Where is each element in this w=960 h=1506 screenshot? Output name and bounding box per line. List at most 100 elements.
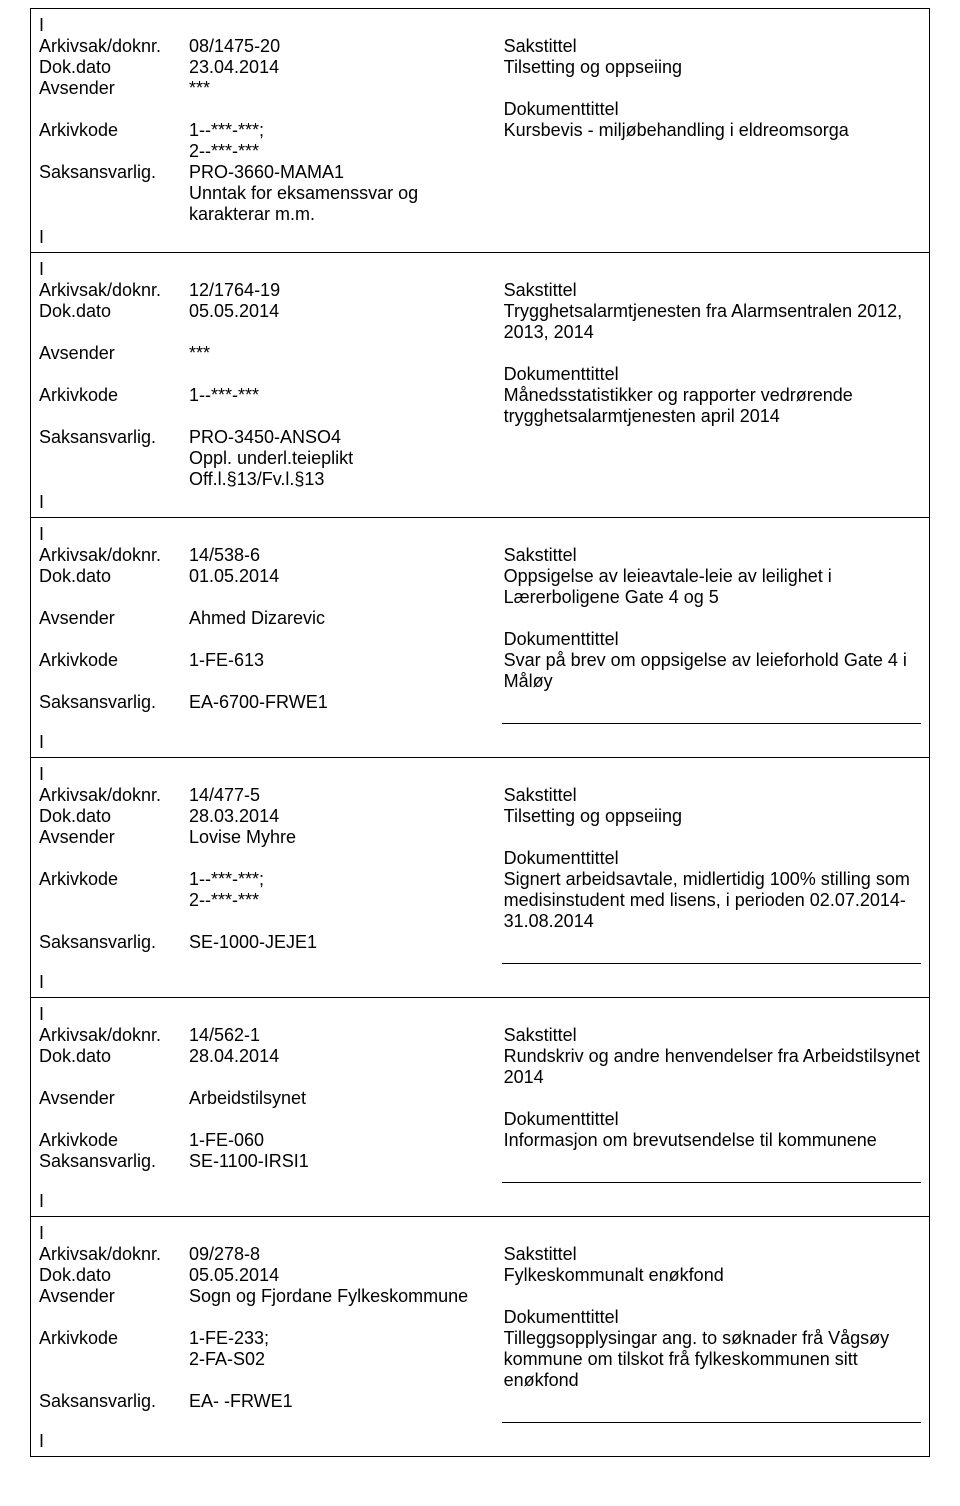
sakstittel-value: Oppsigelse av leieavtale-leie av leiligh… [498,566,921,608]
avsender-value: Ahmed Dizarevic [189,608,498,629]
arkivsak-label: Arkivsak/doknr. [39,1244,189,1265]
arkivkode-label: Arkivkode [39,120,189,162]
arkivkode-value: 1--***-***;2--***-*** [189,869,498,911]
i-label: I [39,972,189,993]
avsender-label: Avsender [39,343,189,364]
arkivsak-value: 14/538-6 [189,545,498,566]
saksansvarlig-label: Saksansvarlig. [39,1391,189,1412]
i-label: I [39,259,189,280]
avsender-value: Sogn og Fjordane Fylkeskommune [189,1286,498,1307]
arkivsak-value: 14/477-5 [189,785,498,806]
dokdato-value: 05.05.2014 [189,301,498,322]
arkivkode-value: 1-FE-613 [189,650,498,671]
dokumenttittel-value: Månedsstatistikker og rapporter vedrøren… [498,385,921,427]
dokumenttittel-label: Dokumenttittel [504,848,619,868]
arkivsak-label: Arkivsak/doknr. [39,785,189,806]
sakstittel-label: Sakstittel [504,1244,577,1264]
avsender-label: Avsender [39,608,189,629]
saksansvarlig-value: SE-1000-JEJE1 [189,932,498,953]
dokumenttittel-label: Dokumenttittel [504,364,619,384]
dokumenttittel-value: Svar på brev om oppsigelse av leieforhol… [498,650,921,692]
saksansvarlig-value: EA-6700-FRWE1 [189,692,498,713]
dokumenttittel-value: Signert arbeidsavtale, midlertidig 100% … [498,869,921,932]
arkivkode-label: Arkivkode [39,650,189,671]
arkivkode-value: 1-FE-060 [189,1130,498,1151]
separator-line [502,1182,921,1183]
dokdato-label: Dok.dato [39,301,189,322]
i-label: I [39,227,189,248]
arkivkode-value: 1--***-***;2--***-*** [189,120,498,162]
sakstittel-label: Sakstittel [504,785,577,805]
dokdato-label: Dok.dato [39,1265,189,1286]
arkivsak-value: 09/278-8 [189,1244,498,1265]
dokdato-value: 28.04.2014 [189,1046,498,1067]
i-label: I [39,1223,189,1244]
dokdato-label: Dok.dato [39,566,189,587]
arkivkode-label: Arkivkode [39,1328,189,1370]
arkivsak-label: Arkivsak/doknr. [39,36,189,57]
saksansvarlig-value: PRO-3450-ANSO4Oppl. underl.teieplikt Off… [189,427,498,490]
dokdato-value: 01.05.2014 [189,566,498,587]
saksansvarlig-value: PRO-3660-MAMA1Unntak for eksamenssvar og… [189,162,498,225]
sakstittel-value: Rundskriv og andre henvendelser fra Arbe… [498,1046,921,1088]
sakstittel-label: Sakstittel [504,1025,577,1045]
i-label: I [39,764,189,785]
dokdato-label: Dok.dato [39,1046,189,1067]
dokdato-label: Dok.dato [39,806,189,827]
saksansvarlig-label: Saksansvarlig. [39,692,189,713]
sakstittel-value: Tilsetting og oppseiing [498,57,921,78]
i-label: I [39,1004,189,1025]
arkivkode-label: Arkivkode [39,1130,189,1151]
dokdato-value: 05.05.2014 [189,1265,498,1286]
avsender-label: Avsender [39,1286,189,1307]
saksansvarlig-value: EA- -FRWE1 [189,1391,498,1412]
saksansvarlig-label: Saksansvarlig. [39,1151,189,1172]
sakstittel-value: Trygghetsalarmtjenesten fra Alarmsentral… [498,301,921,343]
dokdato-label: Dok.dato [39,57,189,78]
sakstittel-label: Sakstittel [504,545,577,565]
dokumenttittel-label: Dokumenttittel [504,99,619,119]
avsender-value: Lovise Myhre [189,827,498,848]
dokdato-value: 23.04.2014 [189,57,498,78]
avsender-label: Avsender [39,1088,189,1109]
arkivsak-value: 08/1475-20 [189,36,498,57]
dokumenttittel-label: Dokumenttittel [504,1109,619,1129]
i-label: I [39,1191,189,1212]
saksansvarlig-value: SE-1100-IRSI1 [189,1151,498,1172]
saksansvarlig-label: Saksansvarlig. [39,932,189,953]
sakstittel-value: Tilsetting og oppseiing [498,806,921,827]
separator-line [502,963,921,964]
dokumenttittel-value: Informasjon om brevutsendelse til kommun… [498,1130,921,1151]
i-label: I [39,492,189,513]
dokumenttittel-label: Dokumenttittel [504,629,619,649]
dokumenttittel-value: Tilleggsopplysingar ang. to søknader frå… [498,1328,921,1391]
arkivsak-value: 14/562-1 [189,1025,498,1046]
avsender-value: Arbeidstilsynet [189,1088,498,1109]
sakstittel-value: Fylkeskommunalt enøkfond [498,1265,921,1286]
i-label: I [39,524,189,545]
arkivsak-label: Arkivsak/doknr. [39,545,189,566]
arkivkode-value: 1--***-*** [189,385,498,406]
saksansvarlig-label: Saksansvarlig. [39,427,189,490]
saksansvarlig-label: Saksansvarlig. [39,162,189,225]
avsender-label: Avsender [39,78,189,99]
arkivkode-value: 1-FE-233;2-FA-S02 [189,1328,498,1370]
avsender-label: Avsender [39,827,189,848]
arkivkode-label: Arkivkode [39,385,189,406]
i-label: I [39,732,189,753]
dokdato-value: 28.03.2014 [189,806,498,827]
i-label: I [39,1431,189,1452]
record: I Arkivsak/doknr. 08/1475-20 Sakstittel … [30,8,930,253]
sakstittel-label: Sakstittel [504,280,577,300]
arkivkode-label: Arkivkode [39,869,189,911]
sakstittel-label: Sakstittel [504,36,577,56]
record: I Arkivsak/doknr. 14/562-1 Sakstittel Do… [30,998,930,1217]
record: I Arkivsak/doknr. 14/538-6 Sakstittel Do… [30,518,930,758]
separator-line [502,723,921,724]
record: I Arkivsak/doknr. 14/477-5 Sakstittel Do… [30,758,930,998]
dokumenttittel-label: Dokumenttittel [504,1307,619,1327]
record: I Arkivsak/doknr. 09/278-8 Sakstittel Do… [30,1217,930,1457]
arkivsak-label: Arkivsak/doknr. [39,1025,189,1046]
separator-line [502,1422,921,1423]
arkivsak-label: Arkivsak/doknr. [39,280,189,301]
